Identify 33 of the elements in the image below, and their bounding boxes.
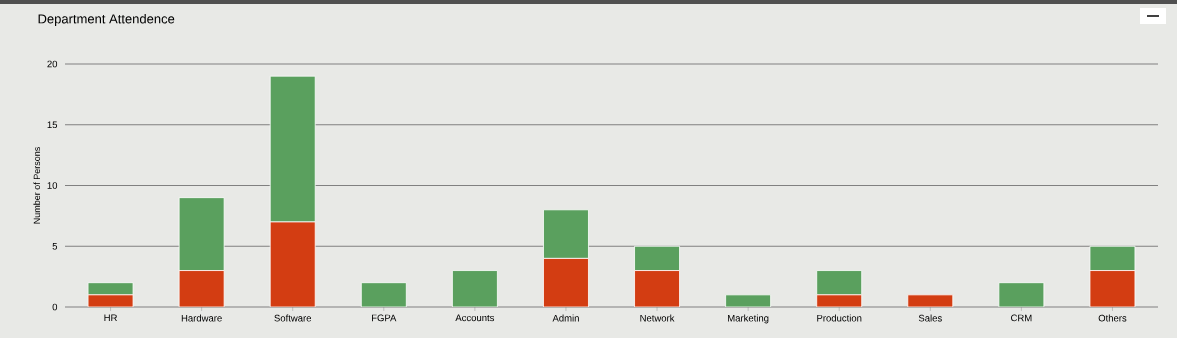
bar [360,282,407,307]
x-tick-label: Marketing [728,314,769,324]
y-tick-label: 20 [47,60,58,68]
x-tick-label: Software [274,314,312,322]
bar [178,270,225,307]
bar [178,197,225,271]
x-tick-label: Production [817,314,862,322]
bar [451,270,498,307]
bar [816,270,863,296]
y-tick-label: 10 [47,182,58,189]
y-tick-label: 0 [52,303,58,311]
x-tick-label: Accounts [455,314,495,322]
x-tick-label: Network [640,314,675,322]
bar [543,258,589,307]
x-tick-label: Admin [552,314,579,322]
y-tick-label: 15 [47,121,58,129]
bar [269,221,316,307]
x-tick-label: Sales [918,314,942,322]
bar [634,245,680,271]
bar [269,75,316,223]
bar [634,270,680,307]
bar [1089,270,1136,307]
x-tick-label: FGPA [372,314,397,322]
x-tick-label: HR [104,314,117,322]
x-tick-label: CRM [1011,314,1032,322]
chart-title: Department Attendence [38,13,175,27]
bar [543,209,589,259]
y-axis-title: Number of Persons [33,147,41,224]
bar [1089,245,1136,271]
x-tick-label: Hardware [181,314,222,322]
y-tick-label: 5 [52,242,58,250]
x-tick-label: Others [1098,314,1127,322]
bar [998,282,1045,307]
